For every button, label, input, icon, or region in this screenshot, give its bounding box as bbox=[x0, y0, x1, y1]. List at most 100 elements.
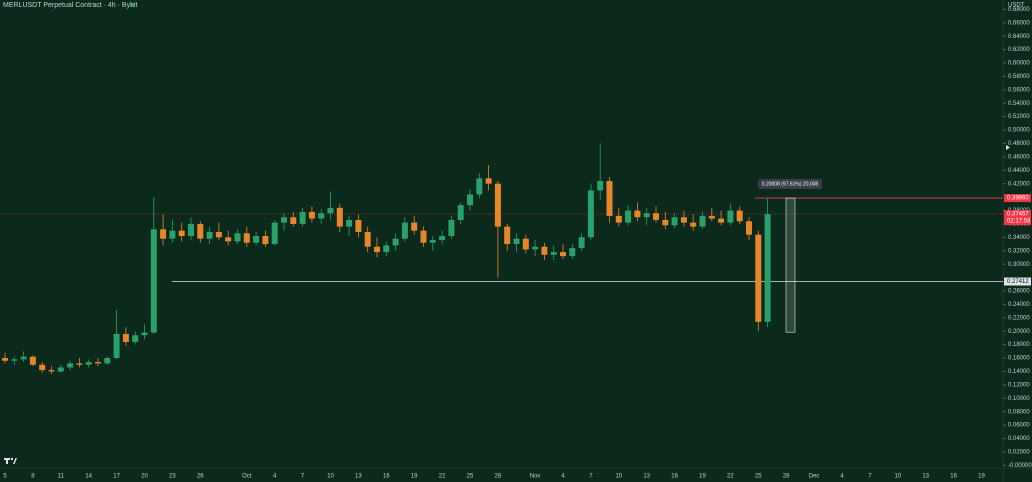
candle-body bbox=[262, 236, 269, 245]
candle-body bbox=[560, 252, 566, 257]
candle-body bbox=[718, 218, 725, 223]
candle-body bbox=[20, 356, 27, 360]
candle-body bbox=[355, 219, 362, 232]
candle-body bbox=[281, 217, 287, 223]
candle-body bbox=[439, 236, 446, 241]
y-tick-label: 0.12000 bbox=[1008, 382, 1030, 388]
candle-body bbox=[755, 234, 762, 322]
candle-body bbox=[420, 230, 427, 243]
x-tick-label: 19 bbox=[978, 474, 985, 480]
x-tick-label: 7 bbox=[868, 474, 872, 480]
y-tick-label: 0.02000 bbox=[1008, 449, 1030, 455]
candle-body bbox=[206, 231, 213, 239]
y-tick-label: 0.06000 bbox=[1008, 423, 1030, 429]
candle-body bbox=[271, 222, 278, 245]
y-unit: USDT bbox=[1008, 3, 1025, 9]
candle-body bbox=[680, 217, 687, 223]
price-line-label: 0.39860 bbox=[1007, 196, 1029, 202]
candle-body bbox=[188, 223, 194, 237]
chart-title: MERLUSDT Perpetual Contract · 4h · Bybit bbox=[3, 2, 138, 9]
y-tick-label: 0.20000 bbox=[1008, 329, 1030, 335]
x-tick-label: 8 bbox=[31, 474, 35, 480]
x-tick-label: 4 bbox=[561, 474, 565, 480]
candle-body bbox=[141, 332, 148, 336]
x-tick-label: 28 bbox=[783, 474, 790, 480]
measure-box bbox=[785, 197, 796, 333]
y-tick-label: 0.04000 bbox=[1008, 436, 1030, 442]
y-tick-label: 0.22000 bbox=[1008, 315, 1030, 321]
x-tick-label: 16 bbox=[383, 474, 390, 480]
candle-body bbox=[346, 219, 353, 227]
candles bbox=[2, 143, 771, 375]
candle-body bbox=[11, 359, 18, 361]
x-tick-label: 10 bbox=[894, 474, 901, 480]
y-tick-label: 0.66000 bbox=[1008, 20, 1030, 26]
y-tick-label: 0.34000 bbox=[1008, 235, 1030, 241]
candle-body bbox=[513, 238, 520, 245]
candle-body bbox=[429, 240, 436, 243]
y-tick-label: 0.52000 bbox=[1008, 114, 1030, 120]
x-tick-label: 19 bbox=[699, 474, 706, 480]
candle-body bbox=[587, 190, 594, 238]
y-tick-label: 0.08000 bbox=[1008, 409, 1030, 415]
x-tick-label: 10 bbox=[615, 474, 622, 480]
candle-body bbox=[690, 222, 697, 227]
x-tick-label: 25 bbox=[467, 474, 474, 480]
scale-marker bbox=[1006, 145, 1010, 150]
current-price-label: 0.37467 bbox=[1007, 212, 1029, 218]
x-tick-label: 13 bbox=[922, 474, 929, 480]
y-tick-label: 0.26000 bbox=[1008, 289, 1030, 295]
candle-body bbox=[2, 358, 8, 361]
candle-body bbox=[392, 238, 399, 246]
candle-body bbox=[485, 178, 492, 184]
x-tick-label: 16 bbox=[950, 474, 957, 480]
candle-body bbox=[467, 194, 473, 206]
candle-body bbox=[541, 246, 548, 255]
price-line-tag bbox=[1004, 277, 1031, 286]
x-tick-label: 17 bbox=[113, 474, 120, 480]
x-tick-label: 5 bbox=[3, 474, 7, 480]
y-tick-label: 0.64000 bbox=[1008, 34, 1030, 40]
candle-body bbox=[643, 213, 650, 218]
x-tick-label: 19 bbox=[411, 474, 418, 480]
candle-body bbox=[67, 363, 74, 368]
candle-body bbox=[550, 252, 557, 255]
y-tick-label: 0.44000 bbox=[1008, 168, 1030, 174]
candle-body bbox=[597, 181, 604, 191]
x-tick-label: 4 bbox=[273, 474, 277, 480]
x-tick-label: Nov bbox=[530, 474, 541, 480]
candle-body bbox=[578, 237, 585, 249]
x-tick-label: 7 bbox=[301, 474, 305, 480]
candle-body bbox=[708, 215, 715, 219]
x-tick-label: 20 bbox=[141, 474, 148, 480]
x-tick-label: 26 bbox=[197, 474, 204, 480]
candle-body bbox=[411, 222, 418, 231]
candle-body bbox=[299, 211, 306, 224]
candle-body bbox=[76, 363, 83, 365]
candle-body bbox=[327, 207, 334, 214]
candle-body bbox=[374, 246, 380, 253]
candle-body bbox=[532, 246, 539, 250]
candle-body bbox=[569, 248, 576, 257]
candle-body bbox=[727, 210, 734, 223]
x-tick-label: 16 bbox=[671, 474, 678, 480]
candle-body bbox=[383, 245, 390, 253]
candle-body bbox=[699, 215, 706, 227]
candle-body bbox=[85, 362, 92, 365]
x-tick-label: Oct bbox=[242, 474, 252, 480]
candle-body bbox=[290, 217, 297, 224]
x-tick-label: 10 bbox=[327, 474, 334, 480]
y-tick-label: 0.48000 bbox=[1008, 141, 1030, 147]
candle-body bbox=[615, 215, 622, 223]
candle-body bbox=[653, 213, 659, 220]
candle-body bbox=[606, 181, 613, 216]
candle-body bbox=[150, 229, 157, 333]
y-tick-label: 0.60000 bbox=[1008, 61, 1030, 67]
y-tick-label: 0.42000 bbox=[1008, 181, 1030, 187]
candle-body bbox=[215, 231, 222, 238]
candle-body bbox=[504, 226, 511, 245]
y-tick-label: 0.24000 bbox=[1008, 302, 1030, 308]
candle-body bbox=[625, 210, 632, 223]
y-tick-label: 0.56000 bbox=[1008, 87, 1030, 93]
